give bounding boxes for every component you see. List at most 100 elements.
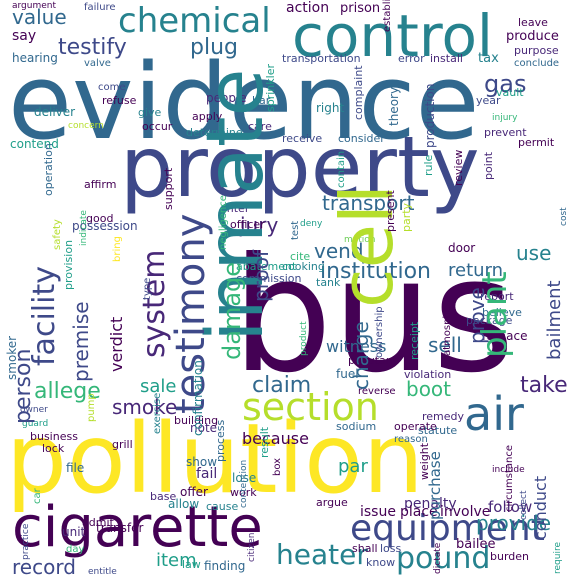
word: officer [230,218,265,231]
word: burden [490,550,529,563]
word: box [272,458,283,476]
word: weight [418,442,431,480]
word: day [66,544,84,555]
word: plug [190,35,238,60]
word: fail [196,466,217,482]
word: purpose [514,44,559,57]
word: complaint [352,65,365,120]
word: conduct [531,476,550,540]
word: contain [336,151,347,188]
word: ownership [374,306,385,358]
word: involve [440,504,490,520]
word: argue [316,496,348,509]
word: tank [316,276,341,289]
word: verdict [107,317,126,372]
word: atmosphere [442,296,453,356]
word: receive [282,132,322,145]
word: cause [206,500,238,513]
word: evidence [8,41,480,163]
word: purchase [426,451,444,520]
word: base [150,490,176,503]
word: report [480,290,514,303]
word: citizen [247,533,257,562]
word: review [452,150,465,186]
word: claim [252,373,311,398]
word: witness [326,337,386,356]
word: safety [52,219,63,250]
word: bailee [456,537,495,552]
word: install [430,52,463,65]
word: action [286,0,329,16]
word: show [186,455,217,469]
word: admit [82,516,114,529]
word: bailment [544,280,565,360]
word: smoke [112,395,177,419]
word: bring [112,236,123,262]
word: failure [84,2,116,13]
word: conclude [514,58,559,69]
word: chemical [118,1,271,41]
word: item [156,550,197,571]
word: violation [404,368,451,381]
word: cooking [282,260,325,273]
word: receipt [408,321,421,360]
word: operation [42,143,55,196]
word: person [11,349,36,424]
word: record [12,555,76,576]
word: party [400,202,413,232]
word: provision [62,240,75,290]
word: production [423,84,437,148]
word: leave [518,16,548,29]
word: note [190,421,217,435]
word: rule [422,154,435,176]
word: say [12,28,36,44]
word: apply [192,110,223,123]
word: deliver [34,105,75,119]
word: finding [204,559,245,573]
word: valve [84,58,111,69]
word: vend [314,239,364,263]
word: type [142,278,153,300]
word: jury [239,213,278,237]
word: grill [112,438,133,451]
word: exercise [152,393,163,434]
word: reason [394,434,428,445]
word: commission [236,272,302,285]
word: dictate [433,542,443,574]
word: refuse [102,94,137,107]
word: smoker [5,336,19,380]
word: prison [340,1,380,16]
word: boot [406,377,451,401]
word: operate [394,420,437,433]
word: statute [418,424,457,437]
word: gas [484,70,526,98]
word: determine [186,126,243,139]
word: produce [506,29,559,44]
word: inmate [191,69,281,342]
word: shall [352,542,378,555]
word: package [466,314,513,327]
word: sale [140,376,176,397]
word: business [30,430,78,443]
word: contention [239,460,249,508]
word: error [398,52,425,65]
word: plant [475,271,515,358]
word: pollutant [348,354,398,367]
word: come [98,82,126,93]
word: air [464,387,524,441]
word: furnace [482,329,528,343]
word: product [299,321,309,356]
word: facility [27,266,62,366]
word: consider [338,132,385,145]
word: confirmation [191,360,205,436]
word: remedy [422,410,465,423]
word: heater [276,538,368,571]
word: unit [62,525,86,539]
word: door [448,241,475,255]
word: premise [69,301,93,382]
word: require [553,542,563,574]
word: good [86,212,113,225]
word: injury [492,113,518,123]
word: car [32,487,43,504]
